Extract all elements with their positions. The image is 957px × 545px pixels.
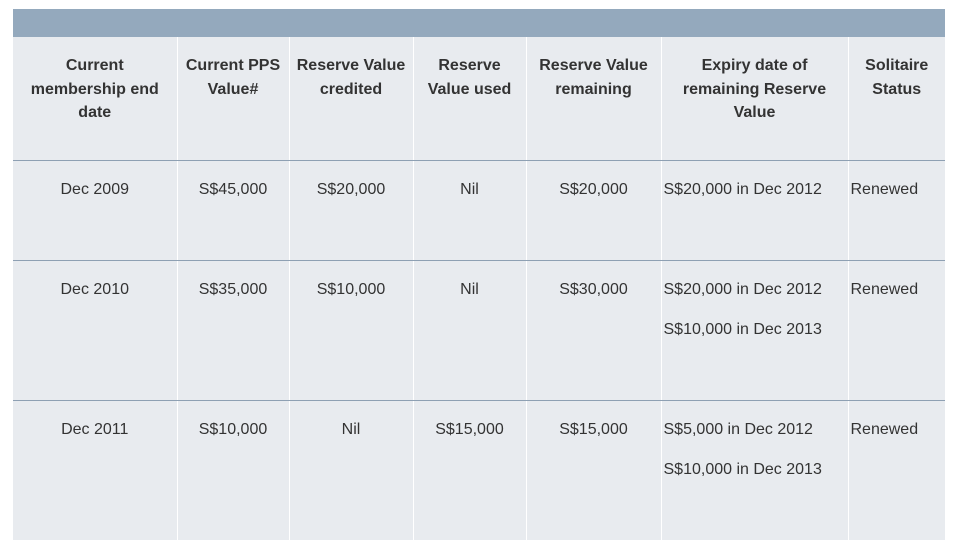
cell-used: Nil [412,260,526,401]
cell-credited: S$20,000 [288,160,413,261]
expiry-line: S$10,000 in Dec 2013 [663,460,822,478]
cell-used: S$15,000 [412,400,526,540]
expiry-line: S$5,000 in Dec 2012 [663,420,813,438]
table-row: Dec 2011 S$10,000 Nil S$15,000 S$15,000 … [13,400,945,540]
expiry-line: S$10,000 in Dec 2013 [663,320,822,338]
cell-pps-value: S$45,000 [176,160,289,261]
cell-status: Renewed [847,400,945,540]
header-solitaire-status: Solitaire Status [847,37,945,161]
header-current-pps-value: Current PPS Value# [176,37,289,161]
cell-end-date: Dec 2011 [61,420,129,438]
cell-credited: Nil [288,400,413,540]
table-title-bar [13,9,945,37]
expiry-line: S$20,000 in Dec 2012 [663,180,822,198]
cell-remaining: S$15,000 [525,400,661,540]
cell-end-date: Dec 2009 [13,160,177,261]
table-row: Dec 2009 S$45,000 S$20,000 Nil S$20,000 … [13,160,945,261]
cell-pps-value: S$10,000 [176,400,289,540]
reserve-value-table-container: Current membership end date Current PPS … [13,9,945,540]
cell-end-date: Dec 2010 [13,260,177,401]
cell-pps-value: S$35,000 [176,260,289,401]
cell-expiry: S$20,000 in Dec 2012 [660,160,848,261]
header-expiry-date: Expiry date of remaining Reserve Value [660,37,848,161]
reserve-value-table: Current membership end date Current PPS … [13,37,945,540]
cell-remaining: S$30,000 [525,260,661,401]
cell-status: Renewed [847,160,945,261]
cell-remaining: S$20,000 [525,160,661,261]
cell-used: Nil [412,160,526,261]
table-header-row: Current membership end date Current PPS … [13,37,945,161]
cell-expiry: S$20,000 in Dec 2012 S$10,000 in Dec 201… [660,260,848,401]
expiry-line: S$20,000 in Dec 2012 [663,280,822,298]
header-reserve-value-used: Reserve Value used [412,37,526,161]
header-reserve-value-credited: Reserve Value credited [288,37,413,161]
table-row: Dec 2010 S$35,000 S$10,000 Nil S$30,000 … [13,260,945,401]
cell-status: Renewed [847,260,945,401]
header-membership-end-date: Current membership end date [13,37,177,161]
cell-expiry: S$5,000 in Dec 2012 S$10,000 in Dec 2013 [660,400,848,540]
header-reserve-value-remaining: Reserve Value remaining [525,37,661,161]
cell-credited: S$10,000 [288,260,413,401]
